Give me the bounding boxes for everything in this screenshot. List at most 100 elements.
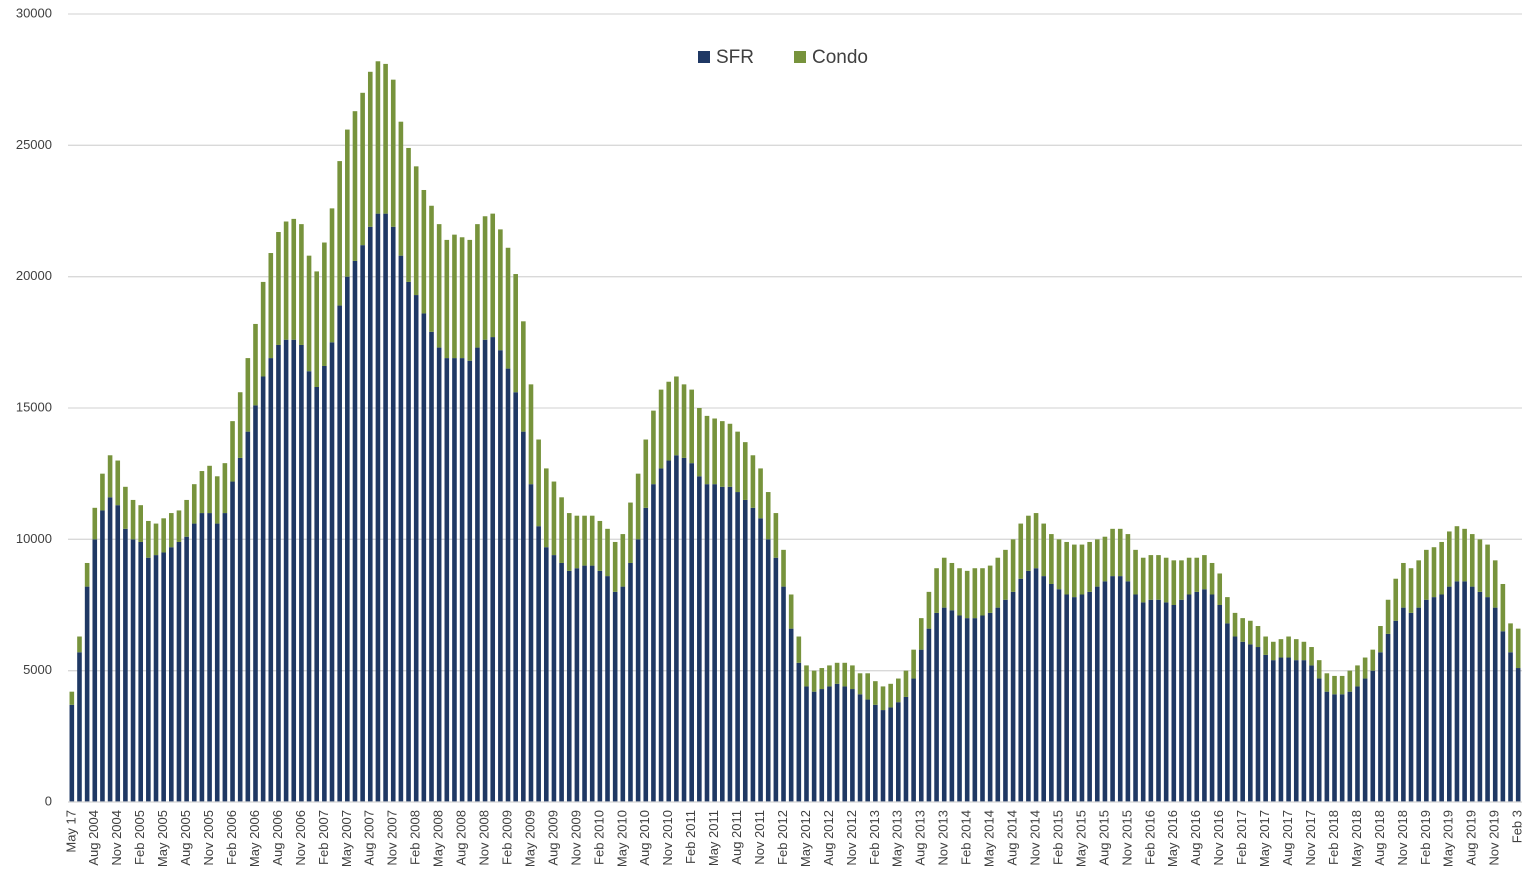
bar-segment xyxy=(750,455,756,508)
bar-segment xyxy=(674,455,679,802)
bar-segment xyxy=(1347,691,1353,802)
bar-segment xyxy=(819,668,825,690)
bar-segment xyxy=(1424,599,1429,802)
bar-segment xyxy=(161,518,166,553)
bar-segment xyxy=(1270,660,1276,802)
bar-segment xyxy=(1079,594,1085,802)
bar-segment xyxy=(329,208,335,343)
bar-segment xyxy=(253,323,258,406)
bar-segment xyxy=(918,618,924,650)
bar-segment xyxy=(995,607,1001,802)
bar-segment xyxy=(390,79,396,227)
bar-segment xyxy=(704,415,710,485)
x-tick-label: Feb 2012 xyxy=(775,810,790,865)
bar-segment xyxy=(811,691,817,802)
bar-segment xyxy=(964,618,970,802)
bar-segment xyxy=(1217,573,1223,605)
bar-segment xyxy=(146,557,151,802)
bar-segment xyxy=(176,541,182,802)
x-tick-label: Nov 2013 xyxy=(936,810,951,866)
bar-segment xyxy=(1431,597,1437,802)
bar-segment xyxy=(742,499,748,802)
bar-segment xyxy=(345,276,350,803)
bar-segment xyxy=(490,337,496,802)
x-tick-label: Aug 2011 xyxy=(729,810,744,865)
bar-segment xyxy=(360,92,365,246)
bar-segment xyxy=(704,484,710,802)
bar-segment xyxy=(130,539,136,802)
bar-segment xyxy=(727,486,733,802)
bar-segment xyxy=(475,224,480,348)
bar-segment xyxy=(1485,597,1490,802)
bar-segment xyxy=(850,665,855,690)
bar-segment xyxy=(1393,578,1399,621)
bar-segment xyxy=(505,247,511,369)
bar-segment xyxy=(620,586,626,802)
bar-segment xyxy=(115,460,121,506)
bar-segment xyxy=(842,662,848,687)
y-tick-label: 25000 xyxy=(16,137,52,152)
bar-segment xyxy=(498,229,503,351)
bar-segment xyxy=(819,689,825,802)
bar-segment xyxy=(436,224,442,348)
bar-segment xyxy=(911,649,916,679)
bar-segment xyxy=(521,321,526,432)
bar-segment xyxy=(1003,599,1008,802)
x-tick-label: Feb 2013 xyxy=(867,810,882,865)
bar-segment xyxy=(314,271,320,387)
x-tick-label: Aug 2012 xyxy=(821,810,836,866)
bar-segment xyxy=(299,224,304,345)
bar-segment xyxy=(949,562,955,611)
bar-segment xyxy=(1156,555,1161,600)
bar-segment xyxy=(107,455,113,498)
bar-segment xyxy=(1408,612,1414,802)
bar-segment xyxy=(1140,602,1146,802)
bar-segment xyxy=(995,557,1001,608)
bar-segment xyxy=(161,552,166,802)
bar-segment xyxy=(1462,581,1467,802)
x-tick-label: Nov 2016 xyxy=(1211,810,1226,866)
bar-segment xyxy=(1515,668,1521,802)
bar-segment xyxy=(781,586,786,802)
bar-segment xyxy=(306,255,312,372)
x-tick-label: May 2011 xyxy=(706,810,721,866)
legend-label: Condo xyxy=(812,47,868,68)
x-tick-label: Nov 2006 xyxy=(293,810,308,866)
bar-segment xyxy=(291,339,297,802)
bar-segment xyxy=(528,384,534,485)
bar-segment xyxy=(1125,534,1131,582)
bar-segment xyxy=(543,468,549,548)
bar-segment xyxy=(452,234,457,359)
bar-segment xyxy=(367,226,373,802)
bar-segment xyxy=(69,704,75,802)
bar-segment xyxy=(880,686,886,711)
x-tick-label: Aug 2017 xyxy=(1280,810,1295,866)
bar-segment xyxy=(827,686,832,802)
bar-segment xyxy=(1454,581,1460,802)
bar-segment xyxy=(964,570,970,619)
bar-segment xyxy=(536,439,541,527)
bar-segment xyxy=(1056,589,1062,802)
x-tick-label: Aug 2007 xyxy=(362,810,377,866)
bar-segment xyxy=(1355,665,1360,687)
x-tick-label: Nov 2009 xyxy=(568,810,583,866)
bar-segment xyxy=(750,507,756,802)
bar-segment xyxy=(467,239,473,361)
bar-segment xyxy=(1018,578,1024,802)
bar-segment xyxy=(804,665,809,687)
bar-segment xyxy=(390,226,396,802)
bar-segment xyxy=(1033,568,1039,802)
x-tick-label: Feb 2011 xyxy=(683,810,698,864)
bar-segment xyxy=(674,376,679,456)
bar-segment xyxy=(314,386,320,802)
bar-segment xyxy=(827,665,832,687)
bar-segment xyxy=(191,484,197,524)
bar-segment xyxy=(926,628,932,802)
bar-segment xyxy=(1125,581,1131,802)
bar-segment xyxy=(1140,557,1146,603)
bar-segment xyxy=(207,513,212,802)
bar-segment xyxy=(429,205,434,332)
bar-segment xyxy=(1255,647,1261,802)
bar-segment xyxy=(834,683,840,802)
bar-segment xyxy=(1270,641,1276,661)
